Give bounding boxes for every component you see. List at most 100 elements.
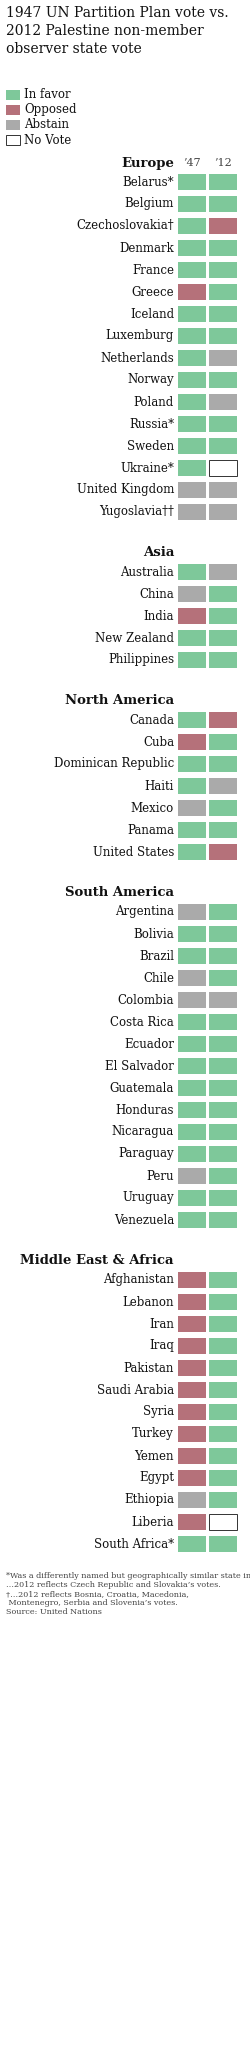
Bar	[209, 196, 237, 212]
Text: Uruguay: Uruguay	[122, 1192, 174, 1205]
Bar	[178, 284, 206, 301]
Text: Sweden: Sweden	[127, 439, 174, 453]
Bar	[209, 1058, 237, 1075]
Text: Costa Rica: Costa Rica	[110, 1015, 174, 1030]
Text: France: France	[132, 264, 174, 276]
Text: Poland: Poland	[134, 395, 174, 408]
Bar	[178, 241, 206, 255]
Bar	[178, 904, 206, 920]
Bar	[209, 587, 237, 601]
Bar	[209, 1338, 237, 1355]
Bar	[209, 653, 237, 667]
Bar	[178, 1427, 206, 1441]
Bar	[209, 927, 237, 943]
Text: Haiti: Haiti	[144, 780, 174, 793]
Bar	[209, 218, 237, 235]
Text: Iceland: Iceland	[130, 307, 174, 321]
Bar	[209, 1102, 237, 1118]
Bar	[178, 564, 206, 581]
Text: ’47: ’47	[183, 159, 201, 169]
Text: Liberia: Liberia	[132, 1515, 174, 1528]
Text: Belarus*: Belarus*	[122, 175, 174, 189]
Text: China: China	[139, 587, 174, 601]
Bar	[209, 607, 237, 624]
Bar	[209, 350, 237, 367]
Bar	[178, 630, 206, 647]
Text: New Zealand: New Zealand	[95, 632, 174, 644]
Text: Argentina: Argentina	[115, 906, 174, 918]
Bar	[6, 91, 20, 101]
Text: No Vote: No Vote	[24, 134, 71, 146]
Text: Dominican Republic: Dominican Republic	[54, 758, 174, 770]
Text: Saudi Arabia: Saudi Arabia	[97, 1384, 174, 1396]
Text: Ecuador: Ecuador	[124, 1038, 174, 1050]
Bar	[178, 1124, 206, 1141]
Text: Egypt: Egypt	[139, 1472, 174, 1485]
Bar	[178, 801, 206, 815]
Bar	[178, 712, 206, 729]
Text: Pakistan: Pakistan	[124, 1361, 174, 1375]
Bar	[178, 1338, 206, 1355]
Text: Venezuela: Venezuela	[114, 1213, 174, 1227]
Bar	[209, 1013, 237, 1030]
Bar	[178, 733, 206, 749]
Text: Turkey: Turkey	[132, 1427, 174, 1441]
Bar	[178, 373, 206, 387]
Bar	[209, 970, 237, 986]
Bar	[209, 1427, 237, 1441]
Bar	[178, 992, 206, 1009]
Bar	[178, 1293, 206, 1310]
Bar	[209, 1293, 237, 1310]
Text: North America: North America	[65, 694, 174, 708]
Text: Netherlands: Netherlands	[100, 352, 174, 364]
Text: Cuba: Cuba	[143, 735, 174, 749]
Bar	[178, 607, 206, 624]
Text: Abstain: Abstain	[24, 119, 69, 132]
Text: Afghanistan: Afghanistan	[103, 1275, 174, 1287]
Bar	[178, 439, 206, 453]
Bar	[178, 218, 206, 235]
Bar	[209, 393, 237, 410]
Bar	[178, 1536, 206, 1552]
Bar	[178, 482, 206, 498]
Text: United Kingdom: United Kingdom	[76, 484, 174, 496]
Text: Mexico: Mexico	[131, 801, 174, 815]
Text: Colombia: Colombia	[118, 994, 174, 1007]
Bar	[209, 504, 237, 521]
Bar	[178, 1493, 206, 1507]
Bar	[209, 1147, 237, 1161]
Bar	[178, 393, 206, 410]
Text: Asia: Asia	[142, 546, 174, 560]
Bar	[178, 653, 206, 667]
Text: Australia: Australia	[120, 566, 174, 579]
Bar	[209, 1493, 237, 1507]
Bar	[178, 756, 206, 772]
Bar	[178, 927, 206, 943]
Text: Europe: Europe	[121, 156, 174, 169]
Bar	[209, 416, 237, 432]
Text: El Salvador: El Salvador	[105, 1060, 174, 1073]
Bar	[178, 1167, 206, 1184]
Bar	[178, 1213, 206, 1227]
Text: Panama: Panama	[127, 824, 174, 836]
Bar	[178, 261, 206, 278]
Bar	[209, 1167, 237, 1184]
Bar	[178, 1102, 206, 1118]
Text: Iraq: Iraq	[149, 1340, 174, 1353]
Text: Belgium: Belgium	[124, 198, 174, 210]
Text: Paraguay: Paraguay	[118, 1147, 174, 1161]
Bar	[178, 1513, 206, 1530]
Bar	[178, 416, 206, 432]
Text: Nicaragua: Nicaragua	[112, 1126, 174, 1139]
Bar	[178, 350, 206, 367]
Text: Syria: Syria	[143, 1406, 174, 1419]
Text: Honduras: Honduras	[116, 1104, 174, 1116]
Bar	[178, 1013, 206, 1030]
Text: *Was a differently named but geographically similar state in 1947: *Was a differently named but geographica…	[6, 1571, 250, 1579]
Text: Czechoslovakia†: Czechoslovakia†	[76, 220, 174, 233]
Bar	[178, 504, 206, 521]
Text: Yemen: Yemen	[134, 1450, 174, 1462]
Bar	[209, 1081, 237, 1095]
Bar	[178, 459, 206, 476]
Bar	[209, 1361, 237, 1375]
